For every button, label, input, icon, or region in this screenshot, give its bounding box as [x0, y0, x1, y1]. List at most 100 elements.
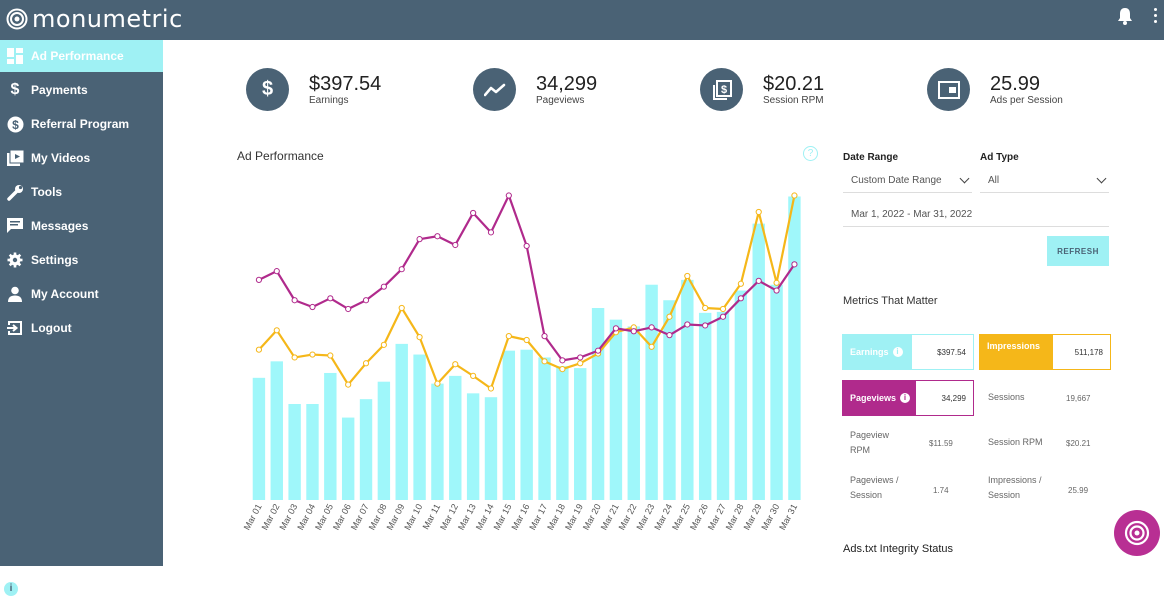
- sidebar-item-payments[interactable]: $ Payments: [0, 74, 163, 106]
- chart-bar: [645, 284, 658, 500]
- kpi-label: Earnings: [309, 94, 349, 106]
- chart-point: [648, 343, 655, 350]
- chart-point: [291, 354, 298, 361]
- trend-icon: [473, 68, 516, 111]
- chat-button[interactable]: [1114, 510, 1160, 556]
- chart-bar: [377, 381, 391, 500]
- chart-point: [684, 272, 691, 280]
- chart-point: [362, 297, 370, 304]
- dollar-icon: $: [10, 81, 20, 98]
- metric-label: Earnings: [850, 347, 889, 357]
- sidebar-footer: i 2020-06-09: [4, 582, 78, 596]
- chart-point: [755, 277, 762, 284]
- chart-bar: [574, 368, 587, 500]
- svg-text:$: $: [720, 84, 726, 96]
- earnings-metric-box[interactable]: Earnings i $397.54: [842, 334, 974, 370]
- kpi-value: 34,299: [536, 72, 598, 95]
- chart-point: [362, 360, 370, 367]
- chart-bar: [681, 279, 694, 500]
- chart-point: [630, 328, 637, 335]
- info-icon[interactable]: i: [4, 582, 18, 596]
- sidebar-item-my-account[interactable]: My Account: [0, 278, 163, 310]
- chart-bar: [663, 300, 676, 500]
- sessions-label: Sessions: [988, 392, 1025, 402]
- chart-point: [791, 261, 798, 268]
- chart-point: [452, 361, 459, 368]
- impressions-session-value: 25.99: [1068, 486, 1089, 495]
- pageviews-tag: Pageviews i: [843, 381, 917, 415]
- sidebar-item-logout[interactable]: Logout: [0, 312, 163, 344]
- sidebar-item-label: My Account: [31, 287, 99, 301]
- dollar-icon: $: [246, 68, 289, 111]
- kpi-earnings: $ $397.54 Earnings: [246, 68, 381, 111]
- sessions-value: 19,667: [1066, 394, 1091, 403]
- gear-icon: [6, 251, 24, 269]
- sidebar-item-ad-performance[interactable]: Ad Performance: [0, 40, 163, 72]
- chat-target-icon: [1124, 520, 1150, 546]
- chart-point: [505, 192, 512, 199]
- chart-bar: [466, 393, 480, 500]
- sidebar-item-messages[interactable]: Messages: [0, 210, 163, 242]
- pageviews-session-label: Pageviews / Session: [850, 473, 899, 503]
- top-bar: monumetric: [0, 0, 1164, 40]
- chart-bar: [341, 417, 355, 500]
- dashboard-icon: [6, 47, 24, 65]
- info-icon: i: [892, 347, 903, 357]
- kpi-value: $20.21: [763, 72, 825, 95]
- bell-icon[interactable]: [1116, 6, 1134, 26]
- sidebar-item-settings[interactable]: Settings: [0, 244, 163, 276]
- chart-bar: [698, 312, 712, 500]
- impressions-metric-box[interactable]: Impressions 511,178: [979, 334, 1111, 370]
- chart-point: [666, 313, 673, 320]
- chart-bar: [306, 404, 319, 500]
- chart-bar: [609, 319, 623, 500]
- chart-bar: [734, 290, 748, 500]
- chart-point: [470, 209, 477, 217]
- label-line: Impressions /: [988, 475, 1042, 485]
- sidebar-item-label: Payments: [31, 83, 88, 97]
- kpi-label: Pageviews: [536, 94, 585, 106]
- chart-point: [309, 351, 316, 358]
- chart-title: Ad Performance: [237, 149, 324, 163]
- date-range-input[interactable]: Mar 1, 2022 - Mar 31, 2022: [843, 202, 1109, 227]
- pageview-rpm-label: Pageview RPM: [850, 428, 889, 458]
- chart-bar: [270, 361, 283, 500]
- pageviews-metric-box[interactable]: Pageviews i 34,299: [842, 380, 974, 416]
- chart-point: [773, 287, 780, 294]
- sidebar-item-referral-program[interactable]: $ Referral Program: [0, 108, 163, 140]
- chart-point: [416, 236, 423, 243]
- sidebar-item-my-videos[interactable]: My Videos: [0, 142, 163, 174]
- chart-bar: [324, 372, 337, 500]
- version-date: 2020-06-09: [32, 584, 79, 594]
- svg-text:$: $: [12, 118, 19, 132]
- person-icon: [6, 285, 24, 303]
- kebab-menu-icon[interactable]: [1154, 8, 1158, 26]
- date-range-label: Date Range: [843, 152, 899, 163]
- chart-point: [452, 241, 459, 249]
- chart-point: [398, 266, 405, 273]
- pageview-rpm-value: $11.59: [929, 439, 953, 448]
- chart-point: [684, 321, 691, 328]
- chart-point: [702, 304, 709, 312]
- chart-point: [612, 325, 620, 332]
- ad-type-select[interactable]: All: [980, 168, 1109, 193]
- sidebar-item-label: Messages: [31, 219, 89, 233]
- chart-point: [291, 297, 298, 304]
- chart-point: [380, 283, 387, 290]
- chevron-down-icon: [959, 173, 970, 184]
- brand-logo[interactable]: monumetric: [6, 5, 183, 33]
- sidebar-item-tools[interactable]: Tools: [0, 176, 163, 208]
- refresh-button[interactable]: REFRESH: [1047, 236, 1109, 266]
- help-icon[interactable]: ?: [803, 146, 818, 161]
- date-range-select[interactable]: Custom Date Range: [843, 168, 972, 193]
- chart-point: [255, 346, 263, 353]
- chevron-down-icon: [1096, 173, 1107, 184]
- chart-bar: [359, 399, 373, 500]
- chart-point: [523, 242, 530, 250]
- kpi-session-rpm: $ $20.21 Session RPM: [700, 68, 824, 111]
- sidebar-item-label: Logout: [31, 321, 72, 335]
- chart-point: [255, 276, 263, 283]
- chart-point: [755, 208, 762, 216]
- date-range-value: Custom Date Range: [851, 174, 942, 186]
- chart-bar: [788, 196, 801, 500]
